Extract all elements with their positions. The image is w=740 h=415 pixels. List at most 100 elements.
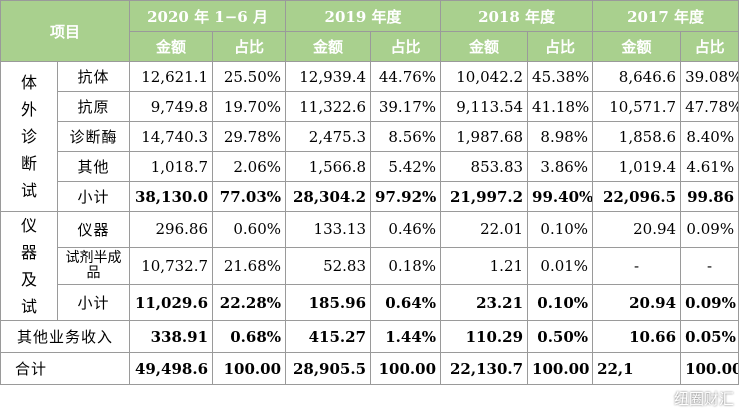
cell: 23.21 (440, 284, 529, 321)
cell: 11,029.6 (129, 284, 214, 321)
cell: 12,939.4 (285, 61, 372, 92)
revenue-table: 项目 2020 年 1−6 月 2019 年度 2018 年度 2017 年度 … (0, 0, 740, 385)
cell: 8.40% (680, 121, 740, 152)
wechat-icon (653, 390, 671, 406)
cell: 25.50% (212, 61, 287, 92)
subtotal-row: 小计 11,029.6 22.28% 185.96 0.64% 23.21 0.… (1, 284, 740, 321)
cell: 0.10% (527, 211, 594, 248)
cell: 0.64% (370, 284, 442, 321)
header-amount: 金额 (592, 31, 682, 62)
cell: 9,749.8 (129, 91, 214, 122)
cell: 1.21 (440, 246, 529, 286)
cell: 22,096.5 (592, 181, 682, 212)
cell: 97.92% (370, 181, 442, 212)
row-label: 小计 (56, 181, 131, 212)
cell: 1,566.8 (285, 151, 372, 182)
cell: - (592, 246, 682, 286)
table-row: 诊断酶 14,740.3 29.78% 2,475.3 8.56% 1,987.… (1, 121, 740, 152)
cell: 853.83 (440, 151, 529, 182)
cell: 0.01% (527, 246, 594, 286)
row-label: 合计 (0, 352, 131, 385)
cell: 1.44% (370, 320, 442, 353)
subtotal-row: 小计 38,130.0 77.03% 28,304.2 97.92% 21,99… (1, 181, 740, 212)
cell: 0.09% (680, 211, 740, 248)
cell: 9,113.54 (440, 91, 529, 122)
group-label-char: 器 (20, 243, 37, 262)
group-label-instrument: 仪 器 及 试 (0, 211, 58, 321)
header-period-2019: 2019 年度 (285, 0, 442, 32)
table-row: 仪 器 及 试 仪器 296.86 0.60% 133.13 0.46% 22.… (0, 211, 740, 321)
cell: 1,019.4 (592, 151, 682, 182)
cell: 29.78% (212, 121, 287, 152)
cell: 0.05% (680, 320, 740, 353)
cell: 39.08% (680, 61, 740, 92)
row-label: 小计 (56, 284, 131, 321)
cell: 44.76% (370, 61, 442, 92)
cell: 39.17% (370, 91, 442, 122)
row-label: 其他业务收入 (0, 320, 131, 353)
cell: 185.96 (285, 284, 372, 321)
header-period-2020h1: 2020 年 1−6 月 (129, 0, 287, 32)
cell: 49,498.6 (129, 352, 214, 385)
cell: 2.06% (212, 151, 287, 182)
cell: 10,571.7 (592, 91, 682, 122)
row-label: 抗原 (56, 91, 131, 122)
cell: 45.38% (527, 61, 594, 92)
cell: 77.03% (212, 181, 287, 212)
cell: 41.18% (527, 91, 594, 122)
cell: 0.68% (212, 320, 287, 353)
watermark: 纽圈财汇 (653, 388, 734, 409)
cell: 0.09% (680, 284, 740, 321)
cell: 4.61% (680, 151, 740, 182)
table-row: 其他 1,018.7 2.06% 1,566.8 5.42% 853.83 3.… (1, 151, 740, 182)
header-row-periods: 项目 2020 年 1−6 月 2019 年度 2018 年度 2017 年度 (0, 0, 740, 62)
row-label: 试剂半成品 (56, 246, 131, 286)
cell: 20.94 (592, 211, 682, 248)
cell: 19.70% (212, 91, 287, 122)
group-label-char: 仪 (20, 216, 37, 235)
cell: 415.27 (285, 320, 372, 353)
cell: 10.66 (592, 320, 682, 353)
cell: 22,130.7 (440, 352, 529, 385)
cell: 12,621.1 (129, 61, 214, 92)
group-label-ivd: 体 外 诊 断 试 (0, 61, 58, 212)
cell: 100.00 (680, 352, 740, 385)
cell: 10,042.2 (440, 61, 529, 92)
cell: 110.29 (440, 320, 529, 353)
other-income-row: 其他业务收入 338.91 0.68% 415.27 1.44% 110.29 … (0, 320, 740, 353)
cell: 0.10% (527, 284, 594, 321)
cell: 0.18% (370, 246, 442, 286)
cell: 10,732.7 (129, 246, 214, 286)
cell: 100.00 (527, 352, 594, 385)
row-label: 其他 (56, 151, 131, 182)
cell: 8,646.6 (592, 61, 682, 92)
header-amount: 金额 (285, 31, 372, 62)
cell: 100.00 (212, 352, 287, 385)
header-amount: 金额 (129, 31, 214, 62)
cell: 52.83 (285, 246, 372, 286)
header-period-2018: 2018 年度 (440, 0, 594, 32)
row-label: 抗体 (56, 61, 131, 92)
cell: 3.86% (527, 151, 594, 182)
cell: 1,987.68 (440, 121, 529, 152)
header-item-label: 项目 (0, 0, 131, 62)
header-ratio: 占比 (370, 31, 442, 62)
header-row-metrics: 金额 占比 金额 占比 金额 占比 金额 占比 (1, 31, 740, 62)
cell: - (680, 246, 740, 286)
cell: 338.91 (129, 320, 214, 353)
row-label: 诊断酶 (56, 121, 131, 152)
cell: 8.98% (527, 121, 594, 152)
row-label: 仪器 (56, 211, 131, 248)
cell: 2,475.3 (285, 121, 372, 152)
header-ratio: 占比 (680, 31, 740, 62)
cell: 99.86 (680, 181, 740, 212)
header-period-2017: 2017 年度 (592, 0, 740, 32)
header-ratio: 占比 (527, 31, 594, 62)
cell: 22.01 (440, 211, 529, 248)
cell: 133.13 (285, 211, 372, 248)
cell: 28,304.2 (285, 181, 372, 212)
table-row: 体 外 诊 断 试 抗体 12,621.1 25.50% 12,939.4 44… (0, 61, 740, 212)
cell: 21,997.2 (440, 181, 529, 212)
group-label-char: 外 (20, 100, 37, 119)
cell: 5.42% (370, 151, 442, 182)
